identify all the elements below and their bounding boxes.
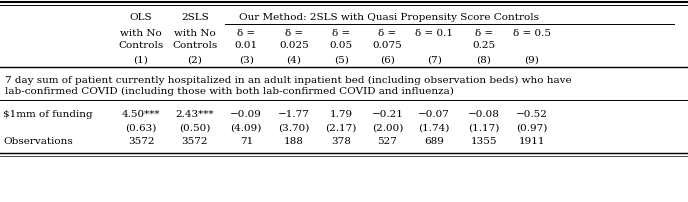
Text: 378: 378 xyxy=(332,137,351,145)
Text: 7 day sum of patient currently hospitalized in an adult inpatient bed (including: 7 day sum of patient currently hospitali… xyxy=(5,75,572,85)
Text: −1.77: −1.77 xyxy=(278,110,310,120)
Text: (6): (6) xyxy=(380,56,395,64)
Text: (0.50): (0.50) xyxy=(179,123,211,133)
Text: 2SLS: 2SLS xyxy=(181,14,208,22)
Text: (1.17): (1.17) xyxy=(468,123,499,133)
Text: δ = 0.1: δ = 0.1 xyxy=(415,29,453,39)
Text: δ =: δ = xyxy=(237,29,255,39)
Text: 188: 188 xyxy=(284,137,303,145)
Text: (5): (5) xyxy=(334,56,349,64)
Text: (2): (2) xyxy=(187,56,202,64)
Text: (3): (3) xyxy=(239,56,254,64)
Text: OLS: OLS xyxy=(130,14,152,22)
Text: (8): (8) xyxy=(476,56,491,64)
Text: (0.63): (0.63) xyxy=(125,123,157,133)
Text: (9): (9) xyxy=(524,56,539,64)
Text: 527: 527 xyxy=(378,137,397,145)
Text: Our Method: 2SLS with Quasi Propensity Score Controls: Our Method: 2SLS with Quasi Propensity S… xyxy=(239,14,539,22)
Text: (2.00): (2.00) xyxy=(372,123,403,133)
Text: (4): (4) xyxy=(286,56,301,64)
Text: −0.09: −0.09 xyxy=(230,110,262,120)
Text: (3.70): (3.70) xyxy=(278,123,310,133)
Text: −0.52: −0.52 xyxy=(516,110,548,120)
Text: Observations: Observations xyxy=(3,137,73,145)
Text: −0.21: −0.21 xyxy=(372,110,403,120)
Text: Controls: Controls xyxy=(172,41,217,50)
Text: (4.09): (4.09) xyxy=(230,123,262,133)
Text: δ =: δ = xyxy=(332,29,350,39)
Text: 2.43***: 2.43*** xyxy=(175,110,214,120)
Text: 1355: 1355 xyxy=(471,137,497,145)
Text: 689: 689 xyxy=(424,137,444,145)
Text: 1911: 1911 xyxy=(519,137,545,145)
Text: δ = 0.5: δ = 0.5 xyxy=(513,29,551,39)
Text: δ =: δ = xyxy=(285,29,303,39)
Text: with No: with No xyxy=(174,29,215,39)
Text: 0.025: 0.025 xyxy=(279,41,309,50)
Text: (2.17): (2.17) xyxy=(325,123,357,133)
Text: −0.08: −0.08 xyxy=(468,110,499,120)
Text: 3572: 3572 xyxy=(182,137,208,145)
Text: 0.01: 0.01 xyxy=(235,41,258,50)
Text: −0.07: −0.07 xyxy=(418,110,450,120)
Text: (7): (7) xyxy=(427,56,442,64)
Text: 0.25: 0.25 xyxy=(472,41,495,50)
Text: 3572: 3572 xyxy=(128,137,154,145)
Text: (0.97): (0.97) xyxy=(516,123,548,133)
Text: Controls: Controls xyxy=(118,41,164,50)
Text: δ =: δ = xyxy=(475,29,493,39)
Text: 0.075: 0.075 xyxy=(372,41,402,50)
Text: lab-confirmed COVID (including those with both lab-confirmed COVID and influenza: lab-confirmed COVID (including those wit… xyxy=(5,86,453,96)
Text: δ =: δ = xyxy=(378,29,396,39)
Text: 71: 71 xyxy=(239,137,253,145)
Text: $1mm of funding: $1mm of funding xyxy=(3,110,93,120)
Text: (1.74): (1.74) xyxy=(418,123,450,133)
Text: (1): (1) xyxy=(133,56,149,64)
Text: 4.50***: 4.50*** xyxy=(122,110,160,120)
Text: 1.79: 1.79 xyxy=(330,110,353,120)
Text: with No: with No xyxy=(120,29,162,39)
Text: 0.05: 0.05 xyxy=(330,41,353,50)
